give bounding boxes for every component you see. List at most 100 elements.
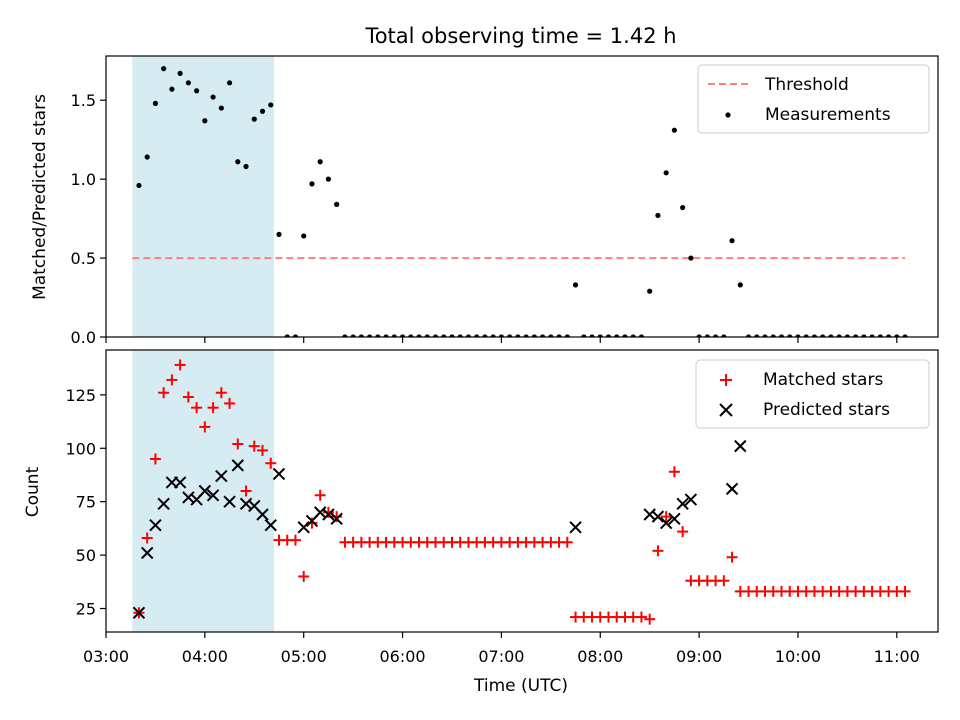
measurement-point: [622, 334, 628, 337]
measurement-point: [589, 334, 595, 337]
measurement-point: [861, 334, 867, 337]
measurement-point: [226, 80, 233, 86]
measurement-point: [416, 334, 422, 337]
measurement-point: [572, 282, 579, 288]
measurement-point: [325, 176, 332, 182]
measurement-point: [449, 334, 455, 337]
predicted-star-point: [322, 508, 335, 521]
measurement-point: [482, 334, 488, 337]
measurement-point: [457, 334, 463, 337]
predicted-star-point: [297, 521, 310, 534]
predicted-star-point: [149, 518, 162, 532]
measurement-point: [251, 116, 257, 122]
measurement-point: [795, 334, 801, 337]
measurement-point: [836, 334, 842, 337]
measurement-point: [490, 334, 496, 337]
matched-star-point: [191, 402, 203, 414]
predicted-star-point: [223, 495, 236, 508]
matched-star-point: [182, 391, 194, 403]
measurement-point: [424, 334, 430, 337]
predicted-star-point: [569, 521, 582, 534]
measurement-point: [696, 334, 702, 337]
measurement-point: [828, 334, 834, 337]
matched-star-point: [718, 575, 730, 587]
predicted-star-point: [684, 493, 698, 506]
x-tick-label: 08:00: [577, 647, 623, 666]
top-legend: Threshold Measurements: [697, 64, 930, 134]
bottom-axes: 25 50 75 100 125 03:00 04:00 05:00 06:00 07:00 08…: [23, 349, 939, 696]
matched-star-point: [289, 534, 301, 546]
measurement-point: [169, 86, 175, 92]
y-tick-label: 100: [65, 439, 96, 458]
y-tick-label: 0.5: [71, 249, 96, 268]
measurement-point: [235, 159, 241, 165]
predicted-star-point: [206, 489, 220, 502]
predicted-star-point: [643, 508, 656, 521]
x-tick-label: 05:00: [281, 647, 327, 666]
measurement-point: [787, 334, 793, 337]
matched-star-point: [331, 511, 343, 523]
matched-star-point: [298, 570, 310, 582]
measurement-point: [581, 334, 587, 337]
measurement-point: [729, 238, 735, 244]
measurement-point: [605, 334, 612, 337]
measurement-point: [647, 288, 653, 294]
measurement-point: [778, 334, 785, 337]
measurement-point: [152, 100, 159, 106]
measurement-point: [721, 334, 727, 337]
top-axes: 0.0 0.5 1.0 1.5 Matched/Predicted stars Thr…: [30, 55, 939, 347]
measurement-point: [523, 334, 529, 337]
matched-star-point: [158, 387, 170, 399]
measurement-point: [259, 108, 266, 114]
measurement-point: [136, 182, 142, 189]
measurement-point: [737, 282, 743, 288]
measurement-point: [367, 334, 373, 337]
measurement-point: [276, 231, 282, 237]
bottom-legend: Matched stars Predicted stars: [695, 359, 930, 429]
predicted-star-point: [140, 546, 154, 560]
legend-matched-swatch: [720, 374, 732, 386]
predicted-star-point: [132, 606, 146, 619]
matched-star-point: [668, 466, 680, 478]
measurement-point: [638, 334, 645, 337]
x-tick-label: 11:00: [874, 647, 920, 666]
measurement-point: [556, 334, 562, 337]
measurement-point: [712, 334, 719, 337]
measurement-point: [465, 334, 472, 337]
measurement-point: [309, 181, 315, 187]
measurement-point: [350, 334, 356, 337]
measurement-point: [680, 204, 686, 211]
matched-star-point: [166, 374, 178, 386]
measurement-point: [655, 212, 661, 219]
matched-star-point: [215, 387, 227, 399]
predicted-star-point: [231, 459, 245, 472]
predicted-star-point: [173, 476, 187, 489]
predicted-star-point: [651, 510, 665, 523]
bottom-y-axis-label: Count: [23, 466, 43, 517]
measurement-point: [671, 127, 677, 133]
x-tick-label: 06:00: [379, 647, 425, 666]
matched-star-point: [265, 457, 277, 469]
y-tick-label: 0.0: [71, 328, 96, 347]
measurement-point: [844, 334, 850, 337]
bottom-shaded-interval: [132, 350, 275, 632]
matched-star-point: [660, 511, 672, 523]
measurement-point: [391, 334, 397, 337]
predicted-star-point: [659, 516, 673, 530]
measurement-point: [548, 334, 554, 337]
measurement-point: [754, 334, 760, 337]
top-axes-frame: [105, 55, 939, 338]
matched-star-point: [257, 444, 269, 456]
bottom-legend-box: [695, 359, 930, 429]
y-tick-label: 1.5: [71, 91, 96, 110]
measurement-point: [243, 163, 249, 170]
measurement-point: [441, 334, 447, 337]
measurement-point: [597, 334, 603, 337]
measurement-point: [877, 334, 883, 337]
predicted-star-point: [330, 512, 343, 525]
top-y-axis-label: Matched/Predicted stars: [30, 94, 50, 300]
measurement-point: [663, 170, 669, 176]
matched-star-point: [199, 421, 211, 433]
x-tick-label: 09:00: [676, 647, 722, 666]
measurement-point: [630, 334, 636, 337]
